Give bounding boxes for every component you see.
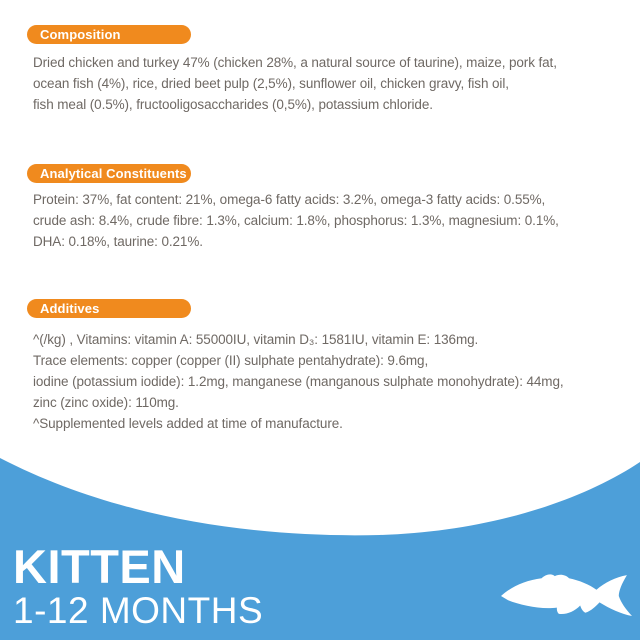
blue-wave-background: [0, 458, 640, 640]
analytical-constituents-badge: Analytical Constituents: [27, 164, 191, 183]
analytical-constituents-text: Protein: 37%, fat content: 21%, omega-6 …: [33, 192, 559, 249]
composition-text: Dried chicken and turkey 47% (chicken 28…: [33, 55, 557, 112]
additives-text: ^(/kg) , Vitamins: vitamin A: 55000IU, v…: [33, 332, 564, 431]
fish-icon: [501, 574, 632, 616]
product-line-title: KITTEN: [13, 540, 186, 593]
additives-badge: Additives: [27, 299, 191, 318]
composition-badge: Composition: [27, 25, 191, 44]
age-range-subtitle: 1-12 MONTHS: [13, 590, 264, 631]
